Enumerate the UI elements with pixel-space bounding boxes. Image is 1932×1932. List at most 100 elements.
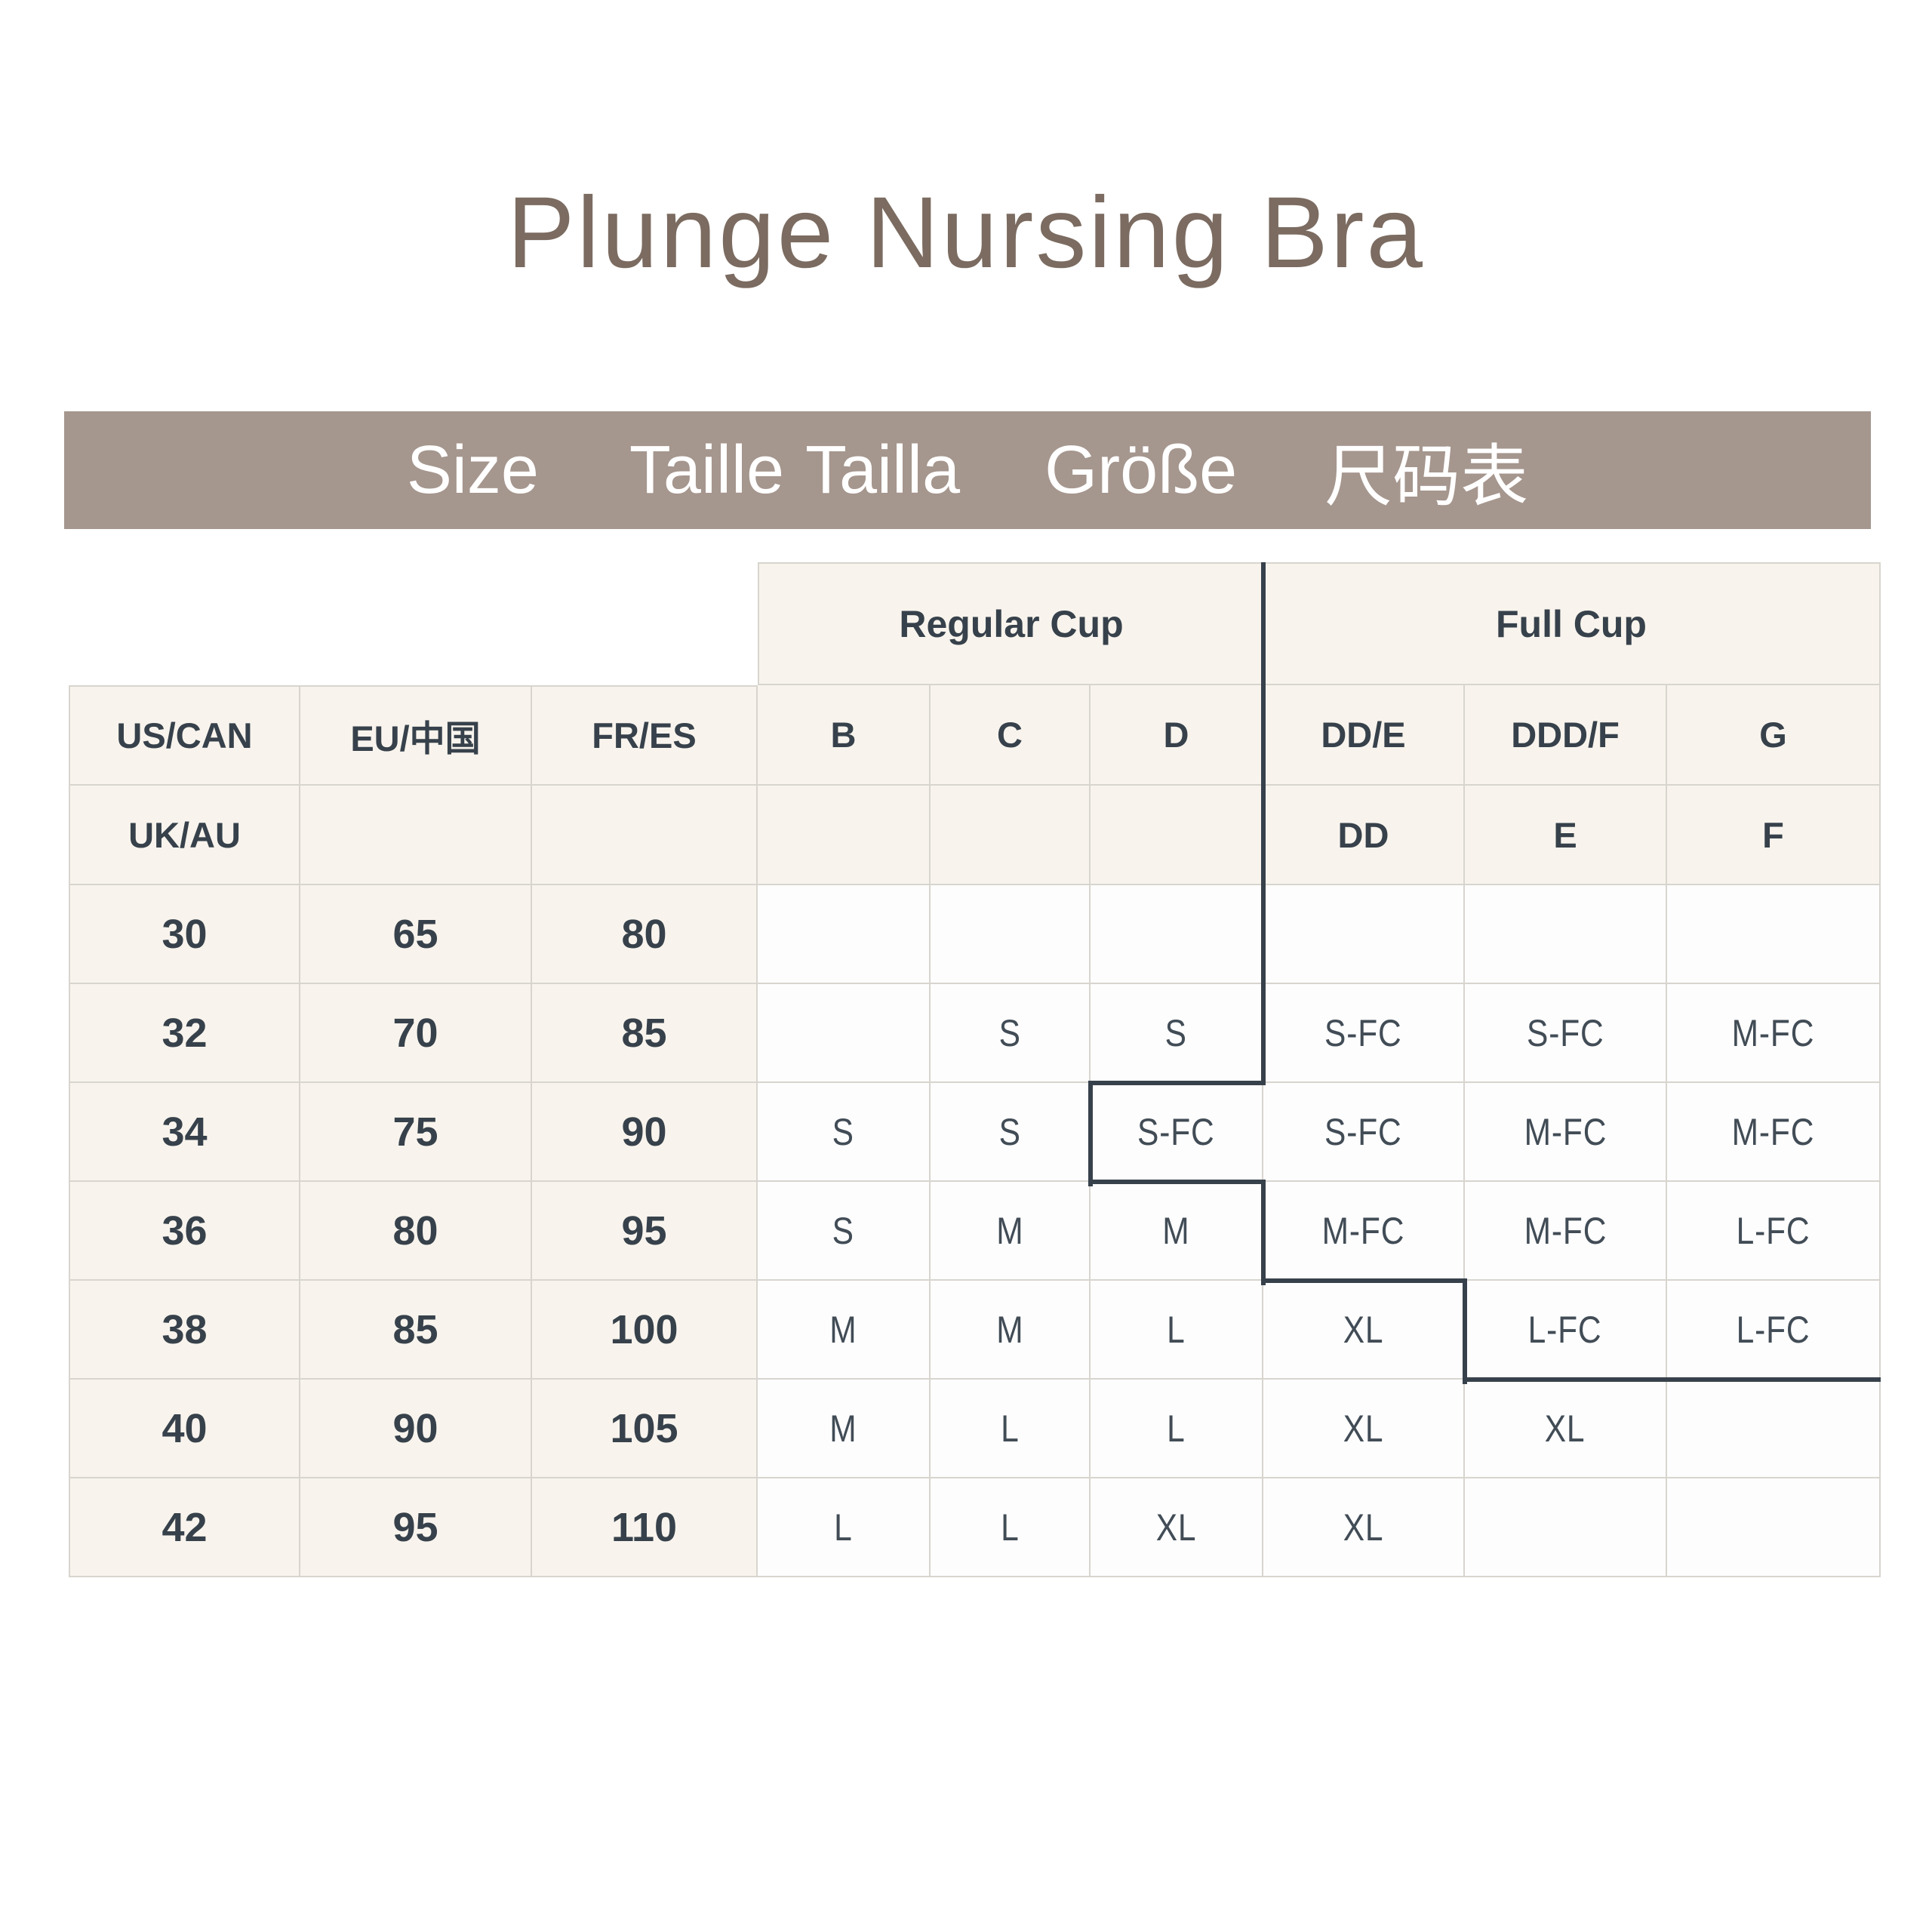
- cup-size-cell: [1667, 885, 1881, 984]
- cup-size-cell: [931, 885, 1091, 984]
- cup-size-cell: L: [1091, 1281, 1263, 1380]
- cup-size-cell: [1091, 885, 1263, 984]
- cup-size-value: M-FC: [1524, 1209, 1607, 1252]
- cup-size-value: L: [834, 1506, 853, 1549]
- cup-size-value: M-FC: [1321, 1209, 1405, 1252]
- cup-size-value: M: [995, 1209, 1024, 1252]
- cup-size-value: M-FC: [1524, 1110, 1607, 1153]
- banner-label-groesse: Größe: [1044, 432, 1238, 508]
- col-header-us-can: US/CAN: [69, 685, 300, 786]
- col-header-c: C: [931, 685, 1091, 786]
- cup-size-value: S: [1164, 1011, 1188, 1054]
- subheader-empty: [758, 786, 931, 885]
- band-size-cell: 85: [532, 984, 758, 1083]
- cup-boundary-line-segment: [1088, 1081, 1093, 1186]
- banner-label-taille: Taille: [629, 432, 784, 508]
- cup-size-value: L-FC: [1736, 1209, 1810, 1252]
- cup-size-value: L: [1167, 1308, 1186, 1351]
- subheader-empty: [532, 786, 758, 885]
- subheader-empty: [300, 786, 532, 885]
- band-size-cell: 36: [69, 1182, 300, 1281]
- group-header-row: Regular Cup Full Cup: [69, 562, 1881, 685]
- band-size-cell: 110: [532, 1478, 758, 1577]
- cup-size-value: M-FC: [1731, 1011, 1815, 1054]
- cup-boundary-line-segment: [1261, 1278, 1467, 1283]
- band-size-cell: 40: [69, 1380, 300, 1478]
- col-header-b: B: [758, 685, 931, 786]
- cup-size-value: S-FC: [1324, 1011, 1402, 1054]
- cup-size-cell: S: [758, 1083, 931, 1182]
- band-size-cell: 105: [532, 1380, 758, 1478]
- cup-size-cell: M-FC: [1263, 1182, 1465, 1281]
- table-row: 40 90 105 M L L XL XL: [69, 1380, 1881, 1478]
- band-size-cell: 95: [300, 1478, 532, 1577]
- cup-size-cell: XL: [1263, 1380, 1465, 1478]
- cup-size-cell: [1465, 885, 1667, 984]
- banner-label-chinese: 尺码表: [1324, 439, 1529, 515]
- cup-size-cell: M: [758, 1281, 931, 1380]
- cup-size-cell: L-FC: [1465, 1281, 1667, 1380]
- cup-size-value: S-FC: [1526, 1011, 1604, 1054]
- cup-size-cell: [1263, 885, 1465, 984]
- page-title: Plunge Nursing Bra: [507, 177, 1425, 289]
- cup-size-cell: L: [1091, 1380, 1263, 1478]
- cup-boundary-line-segment: [1261, 1180, 1266, 1285]
- cup-size-value: S: [832, 1209, 855, 1252]
- group-header-spacer: [69, 562, 758, 685]
- cup-size-cell: L: [931, 1478, 1091, 1577]
- col-header-dd-e: DD/E: [1263, 685, 1465, 786]
- table-row: 38 85 100 M M L XL L-FC L-FC: [69, 1281, 1881, 1380]
- size-banner: Size Taille Tailla Größe 尺码表: [64, 411, 1871, 529]
- cup-size-cell: L-FC: [1667, 1281, 1881, 1380]
- cup-size-value: XL: [1343, 1407, 1384, 1450]
- cup-size-value: XL: [1155, 1506, 1197, 1549]
- cup-size-value: M-FC: [1731, 1110, 1815, 1153]
- size-table-body: 30 65 80 32 70 85 S S S-FC S-FC M-FC 34 75 90 S S S-FC S-…: [69, 885, 1881, 1577]
- table-row: 34 75 90 S S S-FC S-FC M-FC M-FC: [69, 1083, 1881, 1182]
- cup-size-cell: M-FC: [1667, 1083, 1881, 1182]
- cup-size-value: S: [832, 1110, 855, 1153]
- cup-size-cell: M-FC: [1465, 1182, 1667, 1281]
- column-header-row: US/CAN EU/中国 FR/ES B C D DD/E DDD/F G: [69, 685, 1881, 786]
- cup-size-cell: S-FC: [1263, 984, 1465, 1083]
- band-size-cell: 42: [69, 1478, 300, 1577]
- band-size-cell: 85: [300, 1281, 532, 1380]
- table-row: 32 70 85 S S S-FC S-FC M-FC: [69, 984, 1881, 1083]
- cup-size-cell: [758, 885, 931, 984]
- cup-size-cell: [1667, 1380, 1881, 1478]
- col-header-fr-es: FR/ES: [532, 685, 758, 786]
- table-row: 42 95 110 L L XL XL: [69, 1478, 1881, 1577]
- band-size-cell: 30: [69, 885, 300, 984]
- cup-size-value: M: [995, 1308, 1024, 1351]
- band-size-cell: 90: [300, 1380, 532, 1478]
- regular-cup-header: Regular Cup: [758, 562, 1263, 685]
- banner-label-tailla: Tailla: [805, 432, 961, 508]
- subheader-row: UK/AU DD E F: [69, 786, 1881, 885]
- cup-size-cell: L: [931, 1380, 1091, 1478]
- cup-size-cell: XL: [1091, 1478, 1263, 1577]
- band-size-cell: 32: [69, 984, 300, 1083]
- cup-size-value: M: [829, 1308, 857, 1351]
- cup-size-value: M: [1162, 1209, 1190, 1252]
- cup-size-cell: M: [931, 1281, 1091, 1380]
- subheader-uk-au: UK/AU: [69, 786, 300, 885]
- cup-size-value: L: [1167, 1407, 1186, 1450]
- cup-size-cell: XL: [1263, 1281, 1465, 1380]
- subheader-f: F: [1667, 786, 1881, 885]
- band-size-cell: 80: [532, 885, 758, 984]
- cup-size-cell: S: [931, 1083, 1091, 1182]
- cup-size-value: M: [829, 1407, 857, 1450]
- full-cup-header: Full Cup: [1263, 562, 1881, 685]
- cup-boundary-line-segment: [1463, 1377, 1881, 1382]
- col-header-ddd-f: DDD/F: [1465, 685, 1667, 786]
- cup-size-value: L-FC: [1736, 1308, 1810, 1351]
- cup-size-cell: M: [1091, 1182, 1263, 1281]
- cup-size-value: S: [998, 1011, 1021, 1054]
- col-header-g: G: [1667, 685, 1881, 786]
- cup-size-cell: [1465, 1478, 1667, 1577]
- cup-size-value: L: [1000, 1407, 1020, 1450]
- cup-size-cell: XL: [1263, 1478, 1465, 1577]
- table-row: 30 65 80: [69, 885, 1881, 984]
- col-header-d: D: [1091, 685, 1263, 786]
- subheader-empty: [1091, 786, 1263, 885]
